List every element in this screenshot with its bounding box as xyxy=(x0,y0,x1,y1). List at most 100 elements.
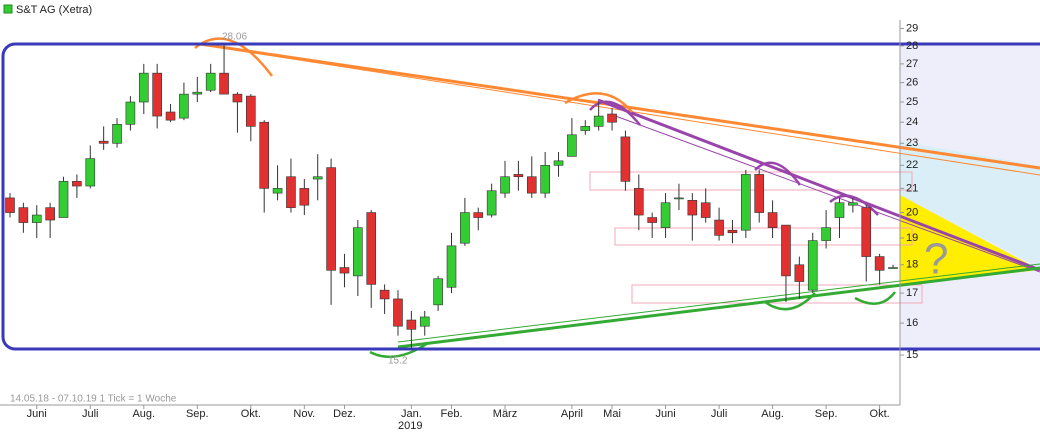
candle-body xyxy=(366,212,377,285)
arc xyxy=(854,291,896,305)
triangle xyxy=(900,195,1040,285)
candle-body xyxy=(486,190,497,216)
x-tick-label: Juli xyxy=(711,408,728,420)
drawings xyxy=(1,37,1040,359)
subtitle: 14.05.18 - 07.10.19 1 Tick = 1 Woche xyxy=(10,394,177,405)
y-tick-label: 28 xyxy=(906,40,918,52)
y-tick-label: 26 xyxy=(906,76,918,88)
candle-body xyxy=(714,219,724,236)
candle-body xyxy=(58,181,69,218)
annotation: 15.2 xyxy=(388,356,408,367)
y-tick-label: 24 xyxy=(906,116,918,128)
y-tick-label: 25 xyxy=(906,96,918,108)
y-tick-label: 20 xyxy=(906,206,918,218)
legend: S&T AG (Xetra) xyxy=(16,4,92,16)
candle-body xyxy=(98,140,109,144)
candle-body xyxy=(767,212,778,228)
legend-swatch xyxy=(3,4,13,14)
x-tick-label: Aug. xyxy=(132,408,155,420)
candle-body xyxy=(674,197,684,200)
x-tick-label: Sep. xyxy=(186,408,209,420)
candle-body xyxy=(165,111,176,121)
candle-body xyxy=(259,121,269,189)
candle-body xyxy=(326,167,336,271)
candle-body xyxy=(754,174,765,213)
candle-body xyxy=(112,123,122,144)
frame xyxy=(1,42,1040,351)
candle-body xyxy=(353,227,363,277)
candle-body xyxy=(393,298,403,327)
x-tick-label: Dez. xyxy=(333,408,356,420)
candle-body xyxy=(460,212,470,244)
candle-body xyxy=(620,136,631,182)
candle-body xyxy=(85,158,96,187)
candle-body xyxy=(419,316,430,327)
zone xyxy=(589,171,913,191)
x-tick-label: Jan. xyxy=(401,408,422,420)
candle-body xyxy=(513,174,524,178)
candle-body xyxy=(272,188,283,194)
candle-body xyxy=(861,207,872,257)
candle-body xyxy=(138,72,149,103)
candle-body xyxy=(526,176,537,194)
candle-body xyxy=(299,188,310,206)
x-tick-label: Juni xyxy=(27,408,47,420)
candle-body xyxy=(125,101,136,125)
candle-body xyxy=(647,217,657,223)
candle-body xyxy=(660,202,671,228)
annotation: 28.06 xyxy=(222,32,247,43)
trend-line xyxy=(397,266,1040,349)
zone xyxy=(614,227,913,246)
annotation: ? xyxy=(924,235,948,284)
arc xyxy=(764,292,816,311)
candle-body xyxy=(232,93,243,103)
candle-body xyxy=(473,212,484,218)
trend-line xyxy=(609,113,1040,273)
y-tick-label: 27 xyxy=(906,58,918,70)
y-tick-label: 18 xyxy=(906,259,918,271)
trend-line xyxy=(397,263,1040,343)
x-tick-label: März xyxy=(493,408,517,420)
candle-body xyxy=(406,319,417,330)
y-tick-label: 21 xyxy=(906,182,918,194)
candle-body xyxy=(219,72,229,95)
arc xyxy=(829,194,879,216)
arc xyxy=(589,100,641,126)
y-tick-label: 16 xyxy=(906,317,918,329)
candle-body xyxy=(500,176,510,194)
candle-body xyxy=(848,202,858,206)
y-tick-label: 15 xyxy=(906,349,918,361)
candle-body xyxy=(634,188,644,216)
y-tick-label: 23 xyxy=(906,137,918,149)
x-tick-label: Mai xyxy=(603,408,621,420)
x-tick-label: Okt. xyxy=(241,408,261,420)
arc xyxy=(369,341,429,359)
candle-body xyxy=(18,207,29,223)
candle-body xyxy=(700,202,711,218)
zone xyxy=(631,284,923,304)
candle-body xyxy=(446,245,457,288)
candle-body xyxy=(152,72,162,117)
candle-body xyxy=(807,240,818,291)
shade xyxy=(900,141,1040,268)
x-tick-label: Juli xyxy=(82,408,99,420)
x-tick-label: Feb. xyxy=(440,408,462,420)
candle-body xyxy=(874,256,885,271)
year-label: 2019 xyxy=(398,420,422,432)
x-tick-label: Okt. xyxy=(870,408,890,420)
candle-body xyxy=(72,181,82,187)
candle-body xyxy=(834,202,845,218)
candle-body xyxy=(540,165,550,194)
candle-body xyxy=(593,115,604,127)
x-tick-label: April xyxy=(561,408,583,420)
arc xyxy=(564,92,633,113)
candle-body xyxy=(553,160,564,166)
x-tick-label: Aug. xyxy=(761,408,784,420)
candle-body xyxy=(888,267,898,269)
x-tick-label: Sep. xyxy=(815,408,838,420)
y-tick-label: 19 xyxy=(906,232,918,244)
candle-body xyxy=(192,91,203,95)
candle-body xyxy=(286,176,296,208)
candle-body xyxy=(179,93,189,119)
